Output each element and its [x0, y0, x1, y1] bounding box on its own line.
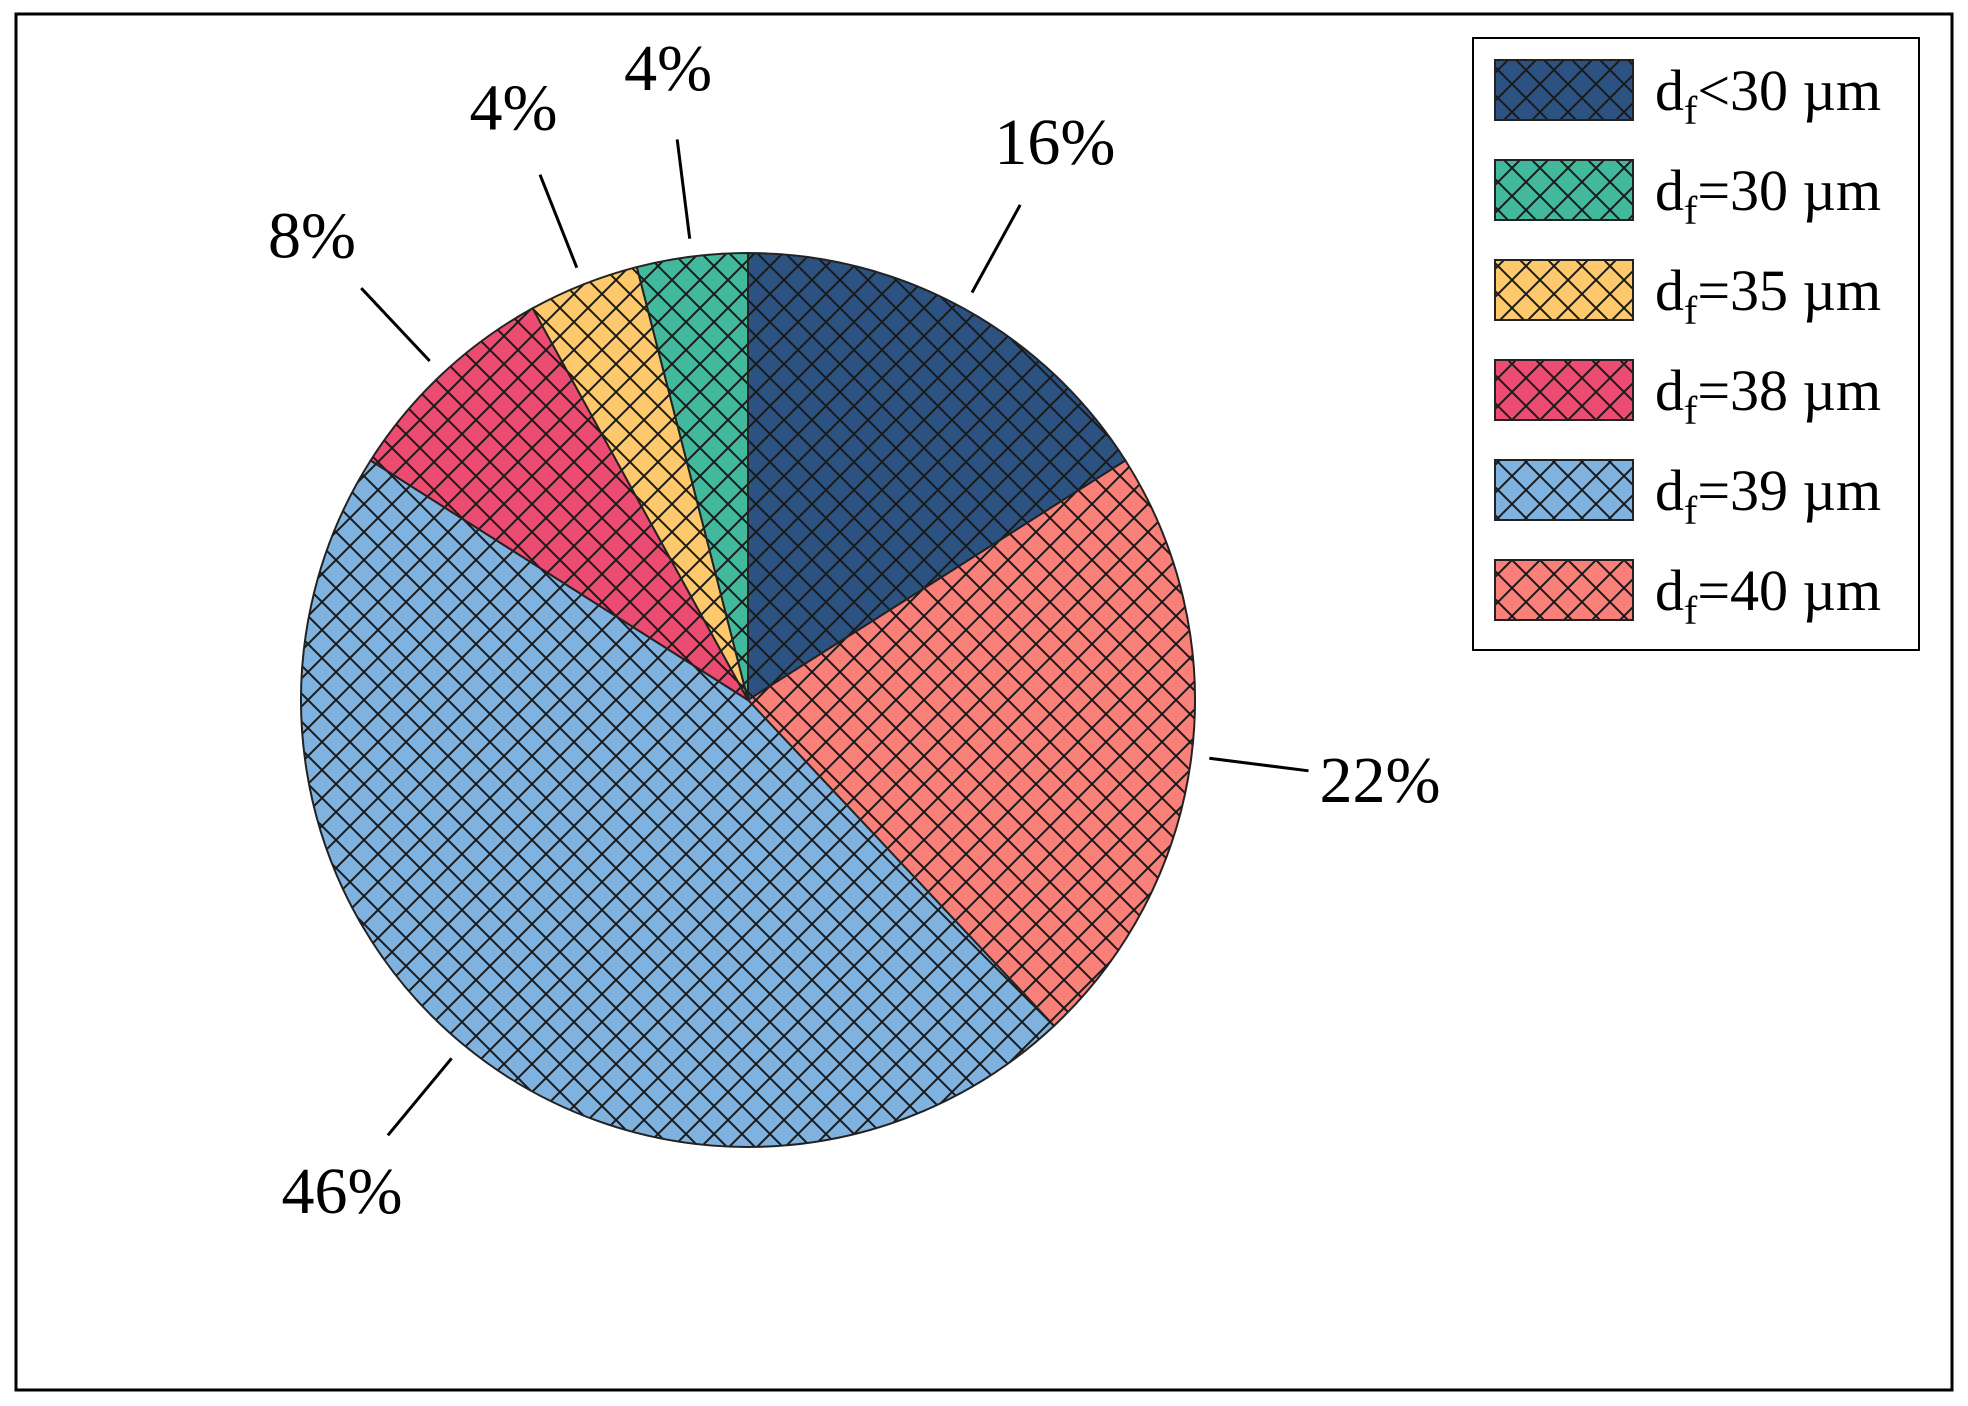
leader-line [1209, 756, 1309, 773]
pie-slice [369, 306, 749, 701]
slice-value-label: 22% [1319, 744, 1440, 817]
legend-label: df=35 µm [1655, 258, 1881, 333]
legend-label: df=39 µm [1655, 458, 1881, 533]
legend-item: df=30 µm [1494, 158, 1881, 233]
leader-line [675, 139, 692, 239]
pie-slice [747, 251, 1127, 702]
slice-value-label: 46% [281, 1155, 402, 1228]
legend-label: df=30 µm [1655, 158, 1881, 233]
slice-value-label: 4% [624, 32, 712, 105]
pie-leader-lines [360, 139, 1309, 1137]
slice-value-label: 16% [994, 106, 1115, 179]
leader-line [538, 174, 579, 269]
pie-slice [635, 251, 749, 701]
leader-line [386, 1057, 453, 1137]
legend-item: df=39 µm [1494, 458, 1881, 533]
legend: df<30 µm df=30 µm df=35 µm df=38 µm df=39 µm… [1472, 37, 1920, 651]
leader-line [360, 287, 431, 363]
legend-label: df=38 µm [1655, 358, 1881, 433]
legend-label: df<30 µm [1655, 58, 1881, 133]
legend-item: df=35 µm [1494, 258, 1881, 333]
leader-line [970, 204, 1022, 294]
legend-item: df=38 µm [1494, 358, 1881, 433]
legend-item: df<30 µm [1494, 58, 1881, 133]
pie-slice [746, 459, 1196, 1028]
legend-item: df=40 µm [1494, 558, 1881, 633]
slice-value-label: 8% [268, 200, 356, 273]
slice-value-label: 4% [470, 72, 558, 145]
legend-frame [1472, 37, 1920, 651]
pie-slices [300, 251, 1196, 1148]
pie-slice [300, 459, 1056, 1148]
legend-label: df=40 µm [1655, 558, 1881, 633]
pie-value-labels: 16% 22% 46% 8% 4% 4% [268, 32, 1441, 1228]
